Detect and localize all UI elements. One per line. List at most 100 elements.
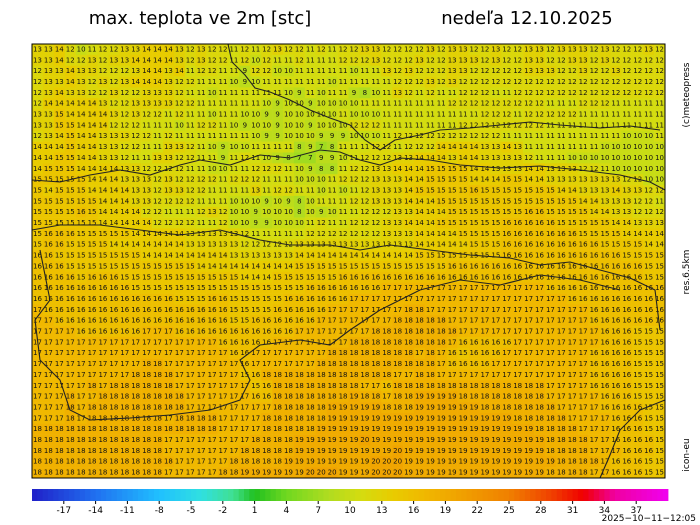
cell-color	[293, 87, 306, 99]
cell-color	[326, 65, 338, 77]
cell-value: 12	[470, 100, 479, 108]
cell-color	[501, 315, 513, 327]
cell-value: 16	[77, 284, 86, 292]
cell-value: 13	[371, 176, 380, 184]
cell-value: 18	[273, 371, 282, 379]
cell-value: 12	[131, 143, 140, 151]
cell-color	[53, 282, 66, 294]
cell-value: 12	[360, 176, 369, 184]
cell-value: 15	[480, 230, 489, 238]
cell-color	[184, 174, 197, 186]
cell-value: 15	[273, 284, 282, 292]
cell-color	[86, 315, 98, 327]
cell-color	[337, 130, 349, 142]
cell-value: 13	[88, 67, 97, 75]
cell-color	[337, 163, 349, 175]
cell-color	[566, 250, 578, 262]
cell-value: 18	[415, 328, 424, 336]
cell-value: 17	[590, 469, 599, 477]
cell-color	[599, 54, 611, 66]
cell-color	[206, 152, 218, 164]
cell-value: 15	[655, 360, 664, 368]
cell-color	[42, 326, 55, 338]
cell-color	[403, 228, 415, 240]
cell-value: 12	[655, 67, 664, 75]
cell-value: 9	[253, 219, 257, 227]
cell-value: 14	[44, 143, 53, 151]
cell-value: 11	[306, 56, 315, 64]
cell-value: 17	[98, 338, 107, 346]
cell-value: 11	[611, 121, 620, 129]
cell-color	[42, 119, 55, 132]
cell-value: 11	[349, 78, 358, 86]
cell-value: 15	[513, 176, 522, 184]
cell-color	[141, 304, 153, 316]
cell-color	[610, 44, 622, 56]
cell-color	[348, 282, 360, 294]
cell-color	[403, 315, 415, 327]
cell-value: 13	[535, 56, 544, 64]
cell-value: 16	[262, 317, 271, 325]
cell-value: 16	[601, 306, 610, 314]
cell-color	[566, 141, 578, 153]
cell-value: 18	[251, 436, 260, 444]
cell-value: 17	[109, 360, 118, 368]
cell-value: 10	[240, 219, 249, 227]
cell-color	[435, 239, 448, 251]
cell-color	[53, 44, 66, 56]
cell-value: 18	[415, 317, 424, 325]
cell-value: 13	[175, 143, 184, 151]
cell-color	[304, 282, 317, 294]
colorbar-segment	[519, 489, 526, 501]
cell-color	[337, 228, 349, 240]
cell-color	[413, 152, 426, 164]
cell-color	[479, 261, 491, 273]
cell-value: 9	[286, 197, 290, 205]
cell-color	[42, 195, 55, 208]
cell-value: 15	[284, 273, 293, 281]
cell-value: 18	[66, 393, 75, 401]
cell-value: 13	[44, 111, 53, 119]
cell-value: 14	[88, 121, 97, 129]
cell-value: 11	[219, 197, 228, 205]
cell-color	[217, 152, 229, 164]
cell-color	[283, 336, 295, 349]
cell-color	[293, 174, 306, 186]
cell-color	[392, 44, 404, 56]
cell-color	[370, 98, 382, 110]
cell-color	[75, 217, 87, 229]
cell-value: 13	[197, 230, 206, 238]
colorbar-segment	[275, 489, 282, 501]
cell-value: 18	[251, 447, 260, 455]
cell-value: 15	[491, 252, 500, 260]
cell-value: 16	[590, 317, 599, 325]
colorbar-segment	[318, 489, 324, 501]
cell-value: 17	[579, 349, 588, 357]
cell-value: 16	[622, 284, 631, 292]
cell-value: 13	[33, 121, 42, 129]
cell-value: 15	[404, 262, 413, 270]
cell-value: 15	[459, 176, 468, 184]
cell-value: 18	[98, 458, 107, 466]
cell-value: 16	[480, 360, 489, 368]
cell-color	[392, 109, 404, 121]
cell-value: 14	[197, 252, 206, 260]
cell-value: 14	[44, 154, 53, 162]
cell-color	[512, 206, 524, 218]
cell-color	[206, 315, 218, 327]
cell-value: 18	[437, 382, 446, 390]
cell-color	[239, 54, 251, 66]
cell-color	[53, 87, 66, 99]
cell-value: 12	[404, 45, 413, 53]
cell-value: 15	[219, 284, 228, 292]
cell-color	[610, 326, 622, 338]
colorbar-tick-label: 4	[284, 506, 290, 516]
cell-value: 12	[491, 111, 500, 119]
colorbar-tick-label: 13	[376, 506, 387, 516]
cell-value: 16	[33, 262, 42, 270]
cell-color	[206, 109, 218, 121]
cell-value: 19	[393, 425, 402, 433]
cell-value: 10	[229, 143, 238, 151]
cell-value: 14	[98, 165, 107, 173]
cell-value: 15	[219, 273, 228, 281]
